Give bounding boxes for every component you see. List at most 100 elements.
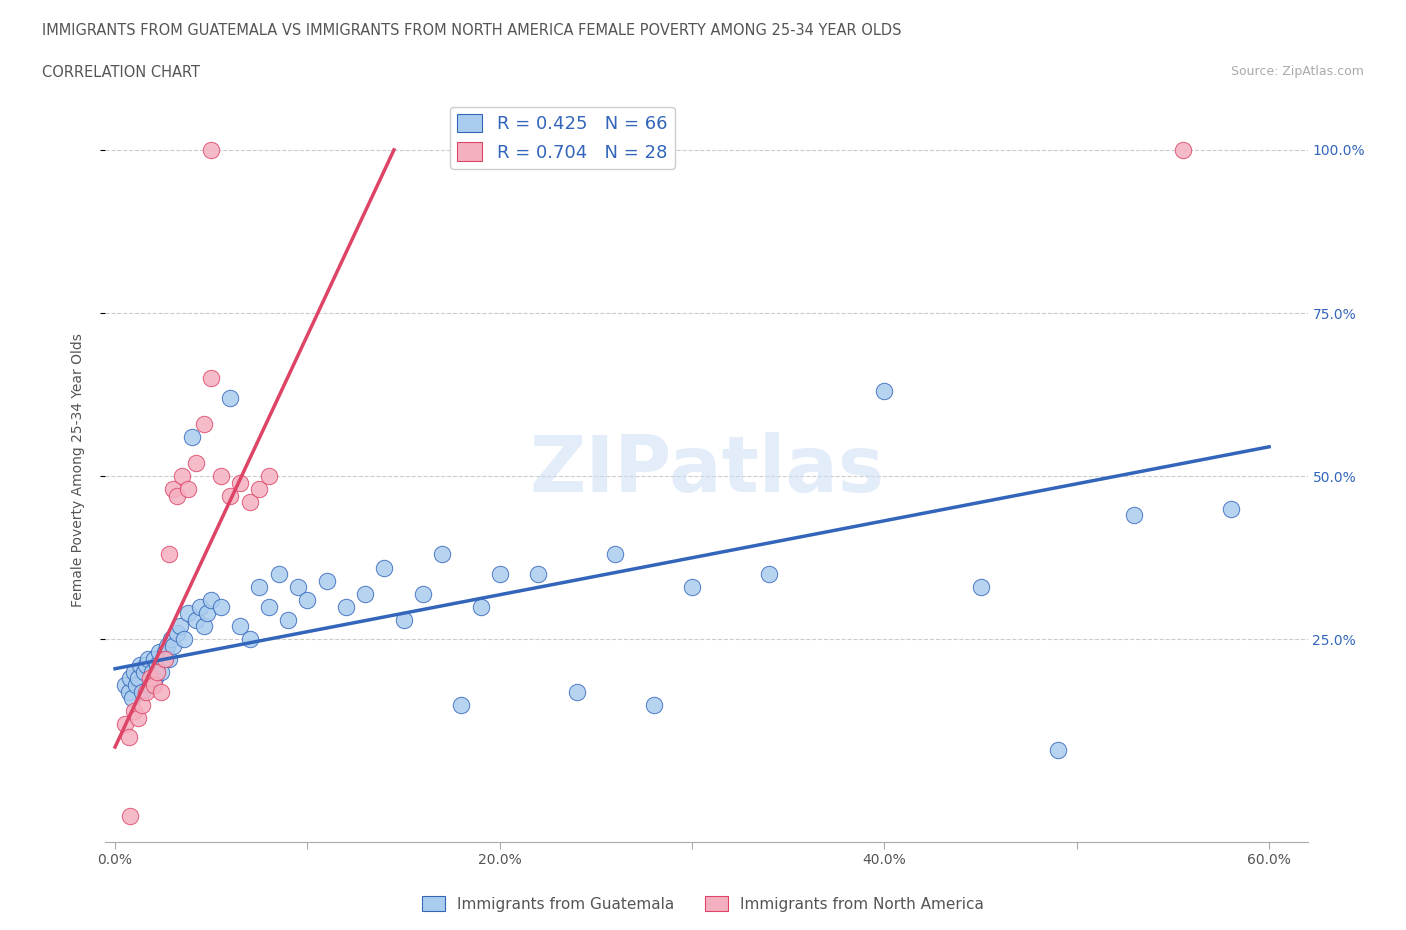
Point (430, 547, 453, 562)
Point (138, 678, 160, 693)
Point (124, 665, 146, 680)
Point (257, 469, 280, 484)
Point (120, 671, 142, 686)
Point (181, 430, 204, 445)
Point (209, 469, 232, 484)
Point (565, 684, 588, 699)
Point (229, 475, 252, 490)
Point (121, 691, 143, 706)
Point (373, 560, 395, 575)
Point (157, 547, 180, 562)
Point (157, 652, 180, 667)
Point (162, 482, 184, 497)
Point (229, 618, 252, 633)
Point (197, 605, 219, 620)
Point (131, 684, 153, 699)
Legend: R = 0.425   N = 66, R = 0.704   N = 28: R = 0.425 N = 66, R = 0.704 N = 28 (450, 107, 675, 169)
Point (488, 566, 510, 581)
Point (117, 684, 139, 699)
Point (219, 488, 242, 503)
Text: IMMIGRANTS FROM GUATEMALA VS IMMIGRANTS FROM NORTH AMERICA FEMALE POVERTY AMONG : IMMIGRANTS FROM GUATEMALA VS IMMIGRANTS … (42, 23, 901, 38)
Point (257, 599, 280, 614)
Point (160, 631, 183, 646)
Point (132, 665, 155, 680)
Point (392, 612, 415, 627)
Point (1171, 142, 1194, 157)
Point (315, 573, 337, 588)
Point (277, 612, 299, 627)
Point (1123, 508, 1146, 523)
Point (681, 579, 703, 594)
Point (184, 456, 207, 471)
Point (127, 711, 149, 725)
Point (156, 638, 179, 653)
Point (605, 547, 627, 562)
Point (470, 599, 492, 614)
Point (247, 579, 270, 594)
Point (1219, 501, 1241, 516)
Point (138, 671, 160, 686)
Point (150, 684, 173, 699)
Point (335, 599, 357, 614)
Point (125, 678, 148, 693)
Point (142, 652, 165, 667)
Point (969, 579, 991, 594)
Point (146, 658, 169, 673)
Point (148, 644, 170, 659)
Point (135, 658, 157, 673)
Legend: Immigrants from Guatemala, Immigrants from North America: Immigrants from Guatemala, Immigrants fr… (416, 889, 990, 918)
Text: ZIPatlas: ZIPatlas (529, 432, 884, 508)
Point (209, 599, 232, 614)
Point (200, 142, 222, 157)
Point (146, 665, 169, 680)
Point (354, 586, 377, 601)
Text: CORRELATION CHART: CORRELATION CHART (42, 65, 200, 80)
Point (758, 566, 780, 581)
Point (267, 566, 290, 581)
Point (450, 698, 472, 712)
Point (162, 638, 184, 653)
Point (193, 417, 215, 432)
Point (124, 704, 146, 719)
Point (169, 618, 191, 633)
Point (120, 808, 142, 823)
Text: Source: ZipAtlas.com: Source: ZipAtlas.com (1230, 65, 1364, 78)
Point (114, 717, 136, 732)
Point (127, 671, 149, 686)
Point (412, 586, 434, 601)
Point (1046, 743, 1069, 758)
Point (150, 665, 173, 680)
Point (131, 698, 153, 712)
Point (297, 592, 319, 607)
Point (873, 384, 896, 399)
Point (188, 599, 211, 614)
Point (153, 644, 176, 659)
Point (287, 579, 309, 594)
Point (184, 612, 207, 627)
Point (117, 730, 139, 745)
Point (141, 665, 163, 680)
Point (136, 652, 159, 667)
Point (152, 652, 174, 667)
Point (153, 652, 176, 667)
Point (166, 488, 188, 503)
Point (172, 469, 194, 484)
Point (643, 698, 665, 712)
Point (239, 631, 262, 646)
Point (200, 371, 222, 386)
Point (142, 678, 165, 693)
Point (173, 631, 195, 646)
Point (129, 658, 152, 673)
Point (193, 618, 215, 633)
Point (200, 592, 222, 607)
Point (247, 482, 270, 497)
Point (239, 495, 262, 510)
Point (177, 482, 200, 497)
Point (145, 671, 167, 686)
Point (135, 684, 157, 699)
Point (177, 605, 200, 620)
Point (219, 391, 242, 405)
Point (166, 625, 188, 640)
Y-axis label: Female Poverty Among 25-34 Year Olds: Female Poverty Among 25-34 Year Olds (70, 333, 84, 606)
Point (114, 678, 136, 693)
